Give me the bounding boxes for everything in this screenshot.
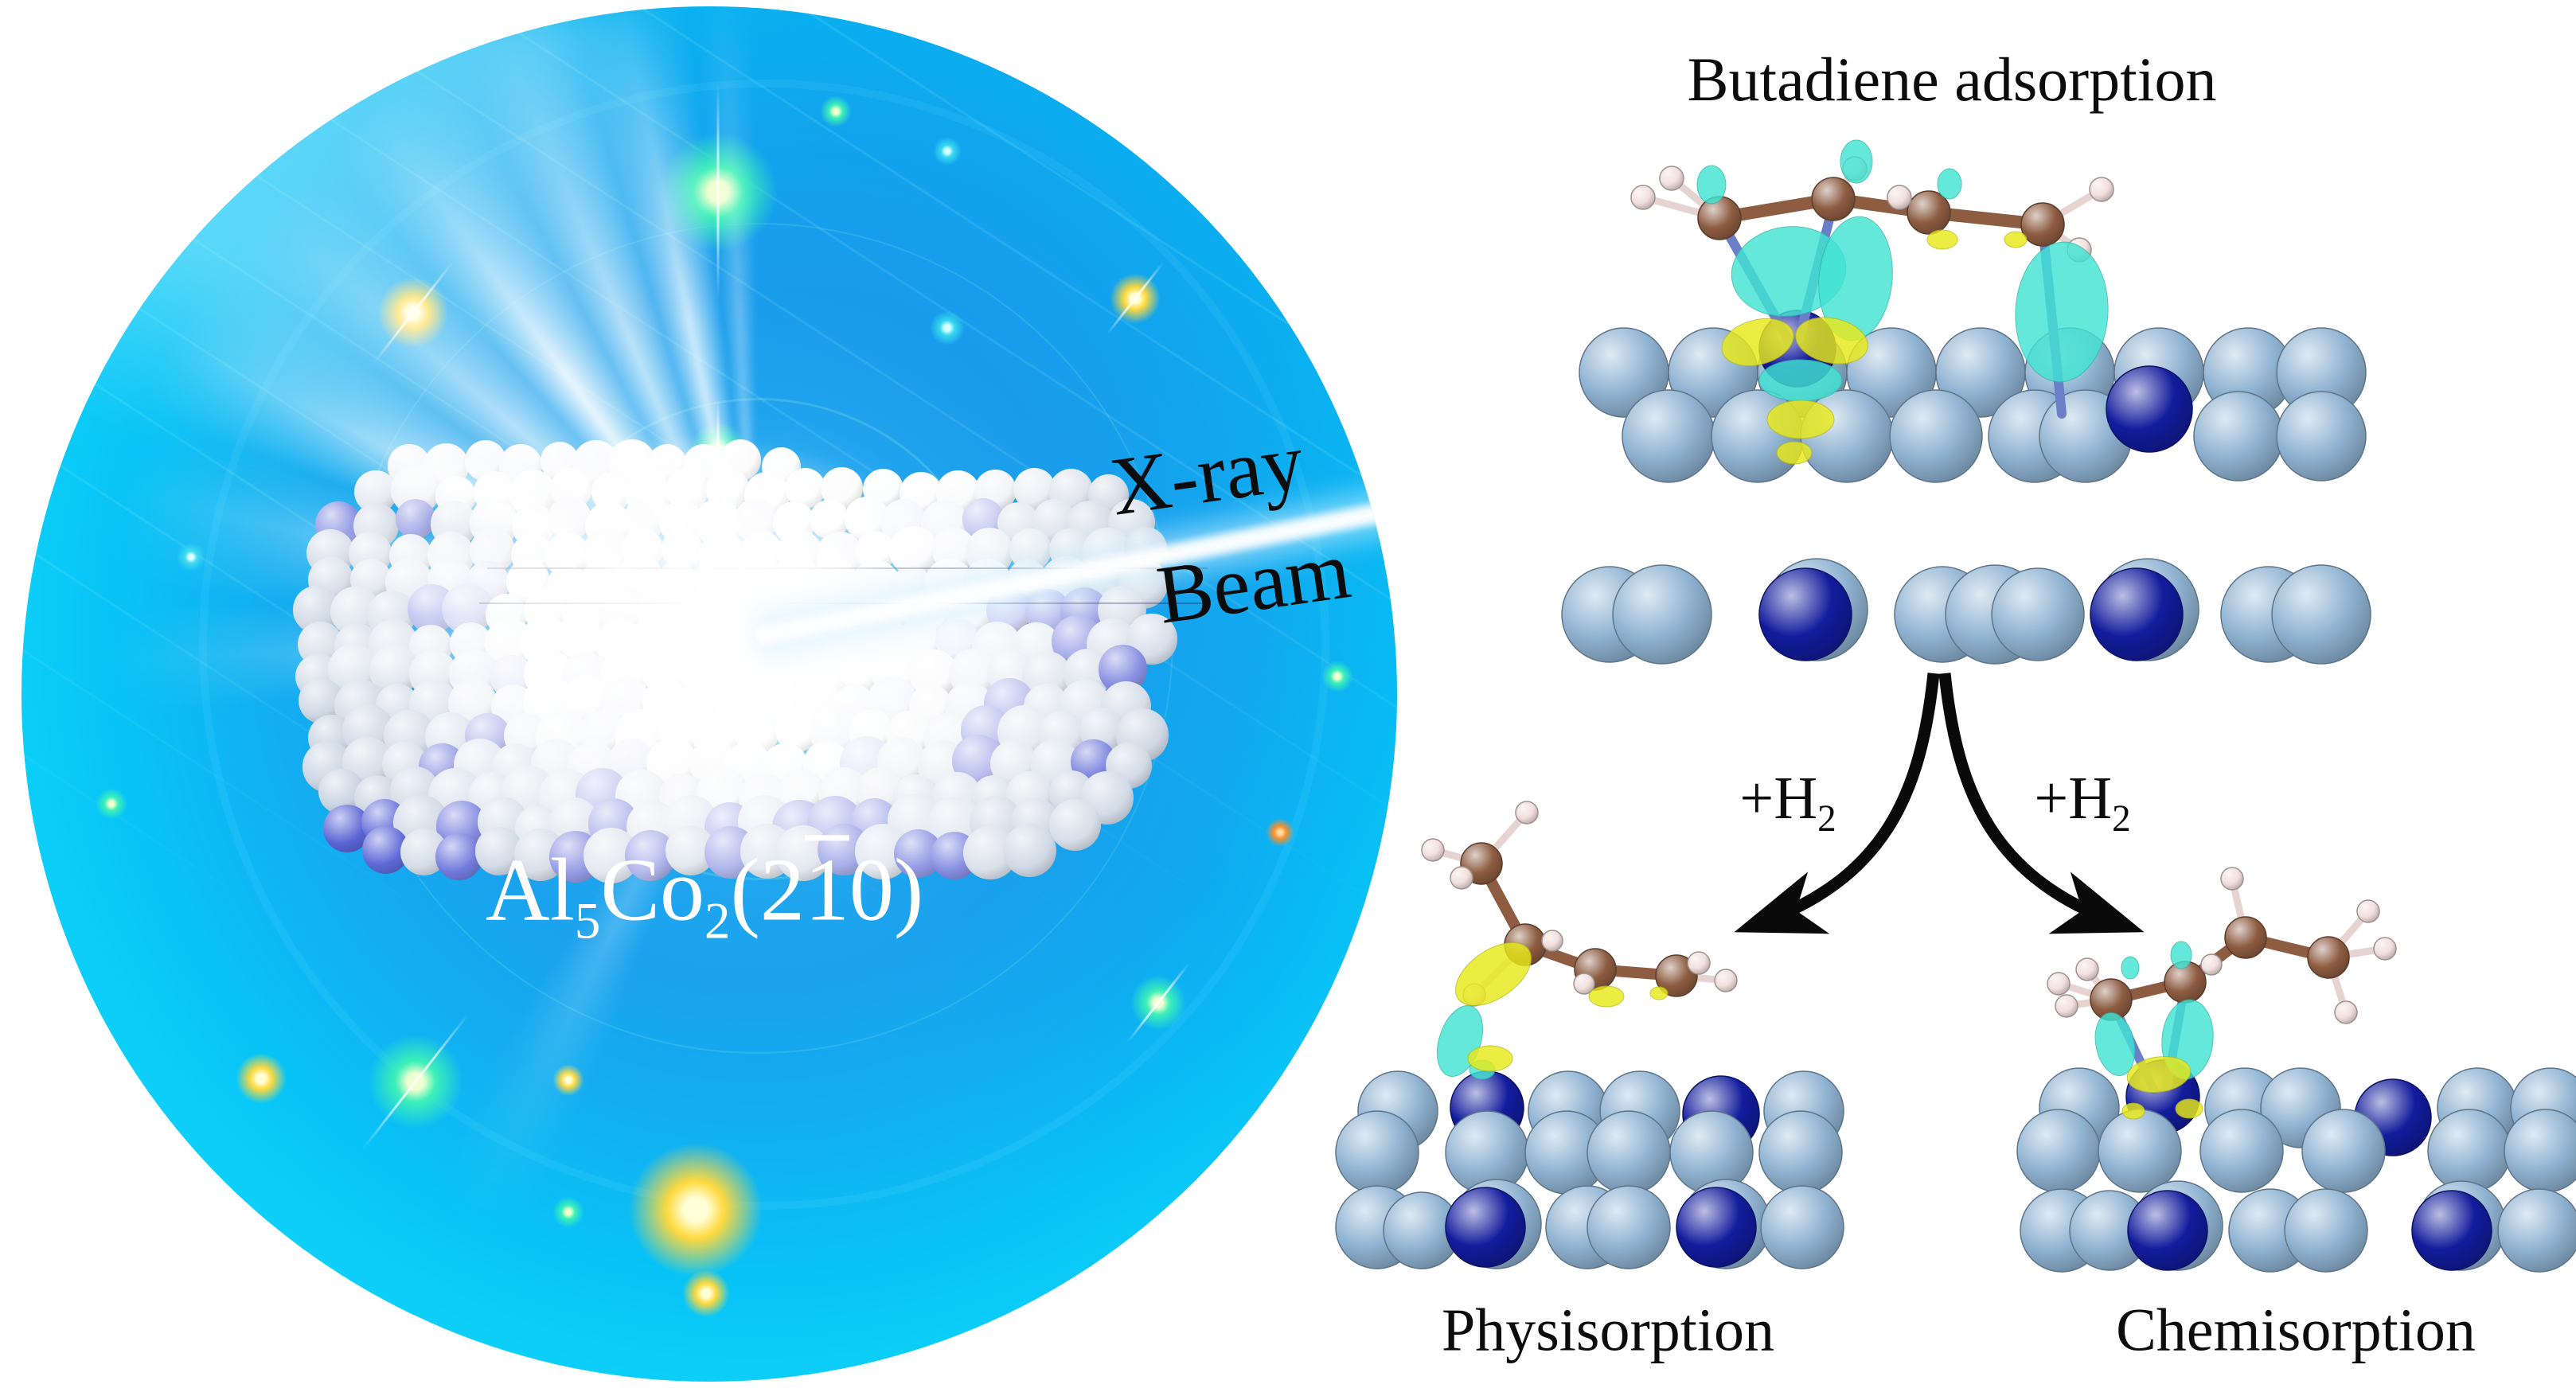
physisorption-label: Physisorption	[1441, 1296, 1775, 1364]
curved-arrow-left-icon	[1734, 673, 1940, 934]
formula-element-1: Al	[485, 840, 575, 940]
structure-butadiene-adsorbed	[1561, 139, 2371, 665]
formula-element-2: Co	[600, 840, 705, 940]
chemisorption-label: Chemisorption	[2116, 1296, 2476, 1364]
formula-subscript-2: 2	[704, 892, 731, 950]
formula-miller-barred-index: 1	[804, 840, 849, 940]
structure-physisorption	[1335, 801, 1844, 1269]
beam-impact-glow	[21, 6, 1397, 1382]
curved-arrow-right-icon	[1938, 673, 2145, 934]
plus-h2-text: +H	[1739, 764, 1818, 832]
diffraction-pattern: X-ray Beam Al5Co2(210)	[21, 6, 1397, 1382]
plus-h2-label-right: +H2	[2034, 764, 2130, 840]
formula-miller-open: (2	[730, 840, 805, 940]
structure-chemisorption	[2016, 867, 2576, 1273]
plus-h2-subscript: 2	[1817, 798, 1836, 840]
reaction-arrows	[1734, 673, 2145, 934]
plus-h2-subscript: 2	[2112, 798, 2131, 840]
plus-h2-text: +H	[2034, 764, 2113, 832]
formula-subscript-1: 5	[574, 892, 601, 950]
plus-h2-label-left: +H2	[1739, 764, 1836, 840]
page-title: Butadiene adsorption	[1687, 45, 2217, 114]
formula-miller-close: 0)	[849, 840, 924, 940]
surface-formula-label: Al5Co2(210)	[486, 839, 923, 951]
